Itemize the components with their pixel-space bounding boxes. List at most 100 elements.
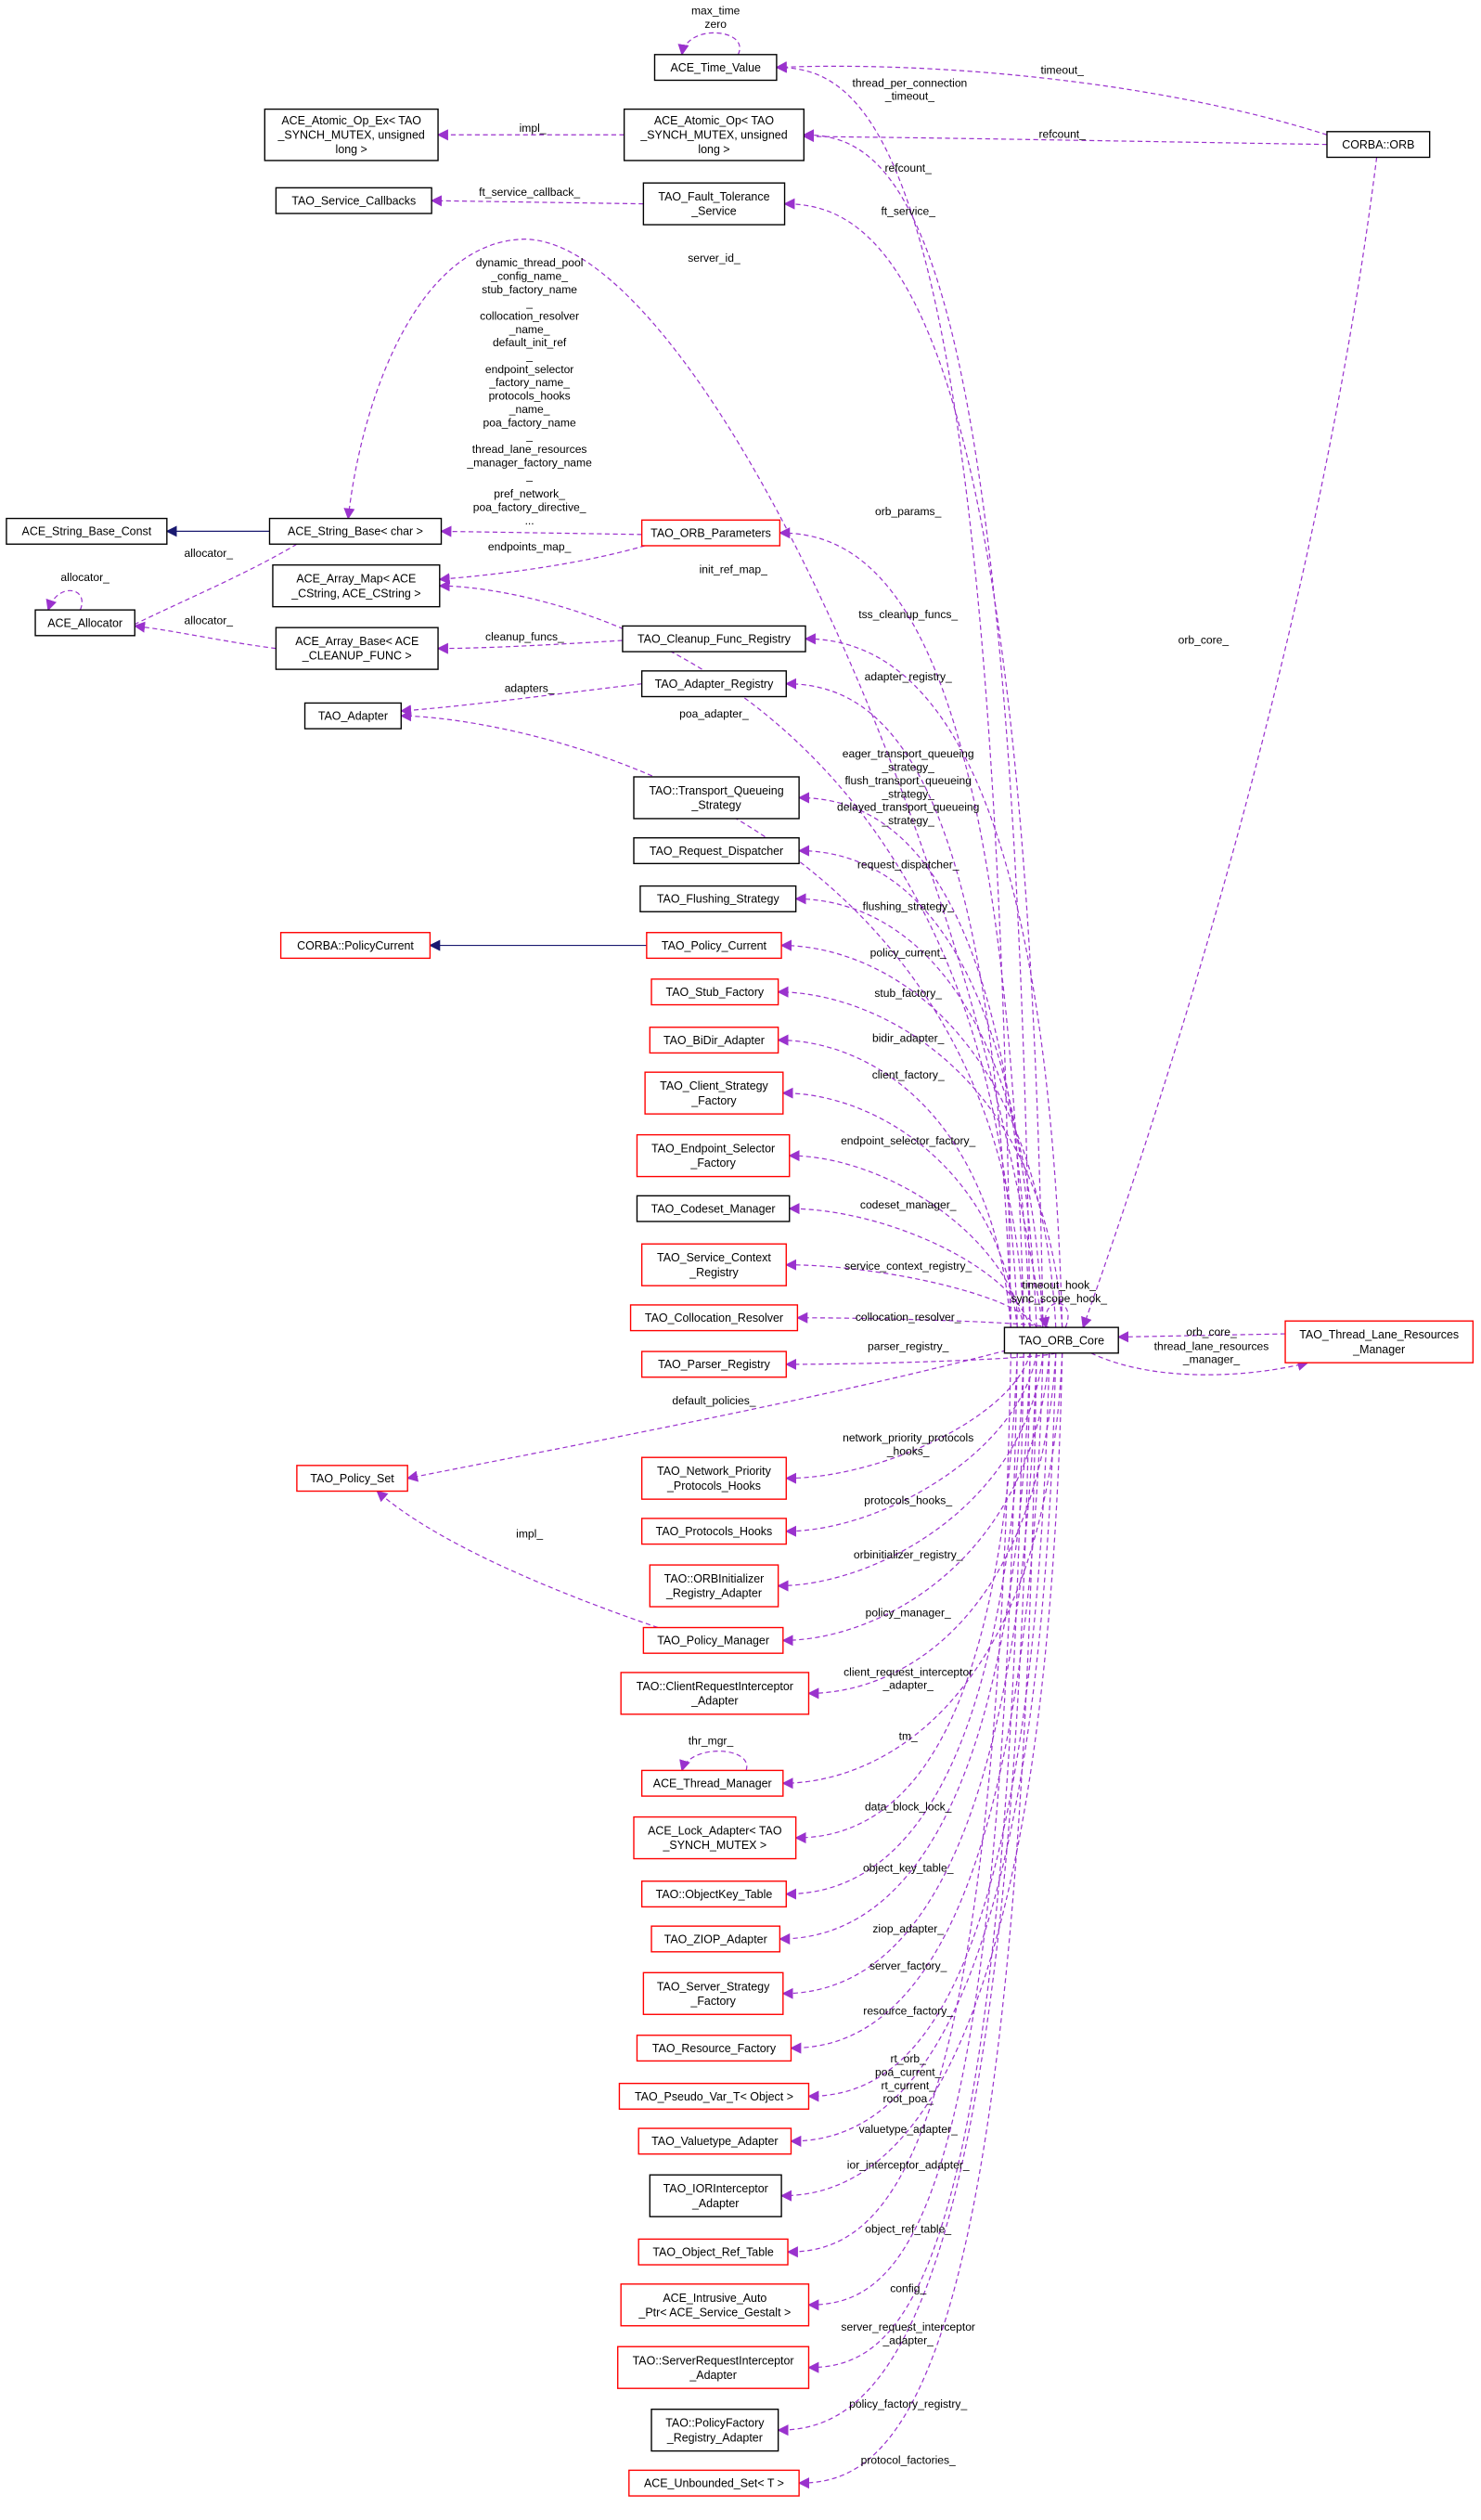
class-box[interactable] — [636, 2035, 792, 2062]
class-node-sb[interactable]: ACE_String_Base< char > — [268, 517, 443, 545]
class-box[interactable] — [637, 2238, 789, 2266]
class-box[interactable] — [633, 1816, 797, 1860]
class-box[interactable] — [637, 2127, 792, 2155]
class-node-ia[interactable]: ACE_Intrusive_Auto_Ptr< ACE_Service_Gest… — [620, 2283, 810, 2327]
class-box[interactable] — [617, 2346, 810, 2389]
class-node-us[interactable]: ACE_Unbounded_Set< T > — [628, 2469, 800, 2497]
class-box[interactable] — [622, 625, 806, 653]
class-box[interactable] — [650, 1925, 781, 1953]
class-box[interactable] — [275, 187, 432, 214]
class-box[interactable] — [629, 1304, 799, 1332]
class-box[interactable] — [620, 2283, 810, 2327]
class-node-zi[interactable]: TAO_ZIOP_Adapter — [650, 1925, 781, 1953]
class-box[interactable] — [633, 837, 800, 865]
class-box[interactable] — [640, 670, 787, 698]
class-box[interactable] — [636, 1133, 791, 1178]
class-node-aoex[interactable]: ACE_Atomic_Op_Ex< TAO _SYNCH_MUTEX, unsig… — [264, 108, 439, 162]
class-node-fs[interactable]: TAO_Flushing_Strategy — [639, 885, 797, 912]
class-node-bd[interactable]: TAO_BiDir_Adapter — [649, 1027, 779, 1054]
class-box[interactable] — [272, 564, 441, 608]
class-box[interactable] — [264, 108, 439, 162]
class-node-sc[interactable]: TAO_Service_Callbacks — [275, 187, 432, 214]
class-node-np[interactable]: TAO_Network_Priority _Protocols_Hooks — [640, 1456, 787, 1500]
class-node-tm[interactable]: ACE_Thread_Manager — [640, 1769, 784, 1797]
class-node-va[interactable]: TAO_Valuetype_Adapter — [637, 2127, 792, 2155]
class-box[interactable] — [633, 776, 800, 820]
class-box[interactable] — [644, 1071, 784, 1115]
class-node-sf[interactable]: TAO_Stub_Factory — [650, 978, 779, 1006]
class-box[interactable] — [620, 1672, 810, 1715]
class-node-ar[interactable]: TAO_Adapter_Registry — [640, 670, 787, 698]
class-box[interactable] — [640, 1243, 787, 1286]
class-box[interactable] — [275, 627, 439, 670]
class-node-op[interactable]: TAO_ORB_Parameters — [640, 519, 781, 547]
class-box[interactable] — [1284, 1320, 1475, 1363]
class-node-cpc[interactable]: CORBA::PolicyCurrent — [279, 932, 431, 960]
class-node-col[interactable]: TAO_Collocation_Resolver — [629, 1304, 799, 1332]
class-node-al[interactable]: ACE_Allocator — [34, 609, 135, 637]
class-node-ab[interactable]: ACE_Array_Base< ACE _CLEANUP_FUNC > — [275, 627, 439, 670]
class-box[interactable] — [646, 932, 782, 960]
class-box[interactable] — [636, 1195, 791, 1222]
class-node-pc[interactable]: TAO_Policy_Current — [646, 932, 782, 960]
class-node-tv[interactable]: ACE_Time_Value — [653, 54, 778, 82]
class-box[interactable] — [1326, 131, 1431, 159]
class-box[interactable] — [303, 702, 402, 730]
class-box[interactable] — [268, 517, 443, 545]
class-box[interactable] — [1003, 1326, 1119, 1354]
class-node-cri[interactable]: TAO::ClientRequestInterceptor_Adapter — [620, 1672, 810, 1715]
class-node-ao[interactable]: ACE_Atomic_Op< TAO _SYNCH_MUTEX, unsigned… — [623, 108, 805, 162]
class-node-la[interactable]: ACE_Lock_Adapter< TAO_SYNCH_MUTEX > — [633, 1816, 797, 1860]
class-box[interactable] — [618, 2082, 810, 2110]
class-node-core[interactable]: TAO_ORB_Core — [1003, 1326, 1119, 1354]
class-node-es[interactable]: TAO_Endpoint_Selector_Factory — [636, 1133, 791, 1178]
class-box[interactable] — [623, 108, 805, 162]
class-node-ps[interactable]: TAO_Policy_Set — [296, 1465, 408, 1493]
class-node-ft[interactable]: TAO_Fault_Tolerance _Service — [642, 182, 786, 226]
class-box[interactable] — [642, 1971, 784, 2015]
class-node-ior[interactable]: TAO_IORInterceptor _Adapter — [649, 2174, 782, 2217]
class-box[interactable] — [628, 2469, 800, 2497]
class-node-cr[interactable]: TAO_Cleanup_Func_Registry — [622, 625, 806, 653]
class-box[interactable] — [650, 2408, 779, 2452]
class-box[interactable] — [640, 1350, 787, 1378]
class-node-sri[interactable]: TAO::ServerRequestInterceptor_Adapter — [617, 2346, 810, 2389]
class-box[interactable] — [6, 517, 168, 545]
class-box[interactable] — [649, 2174, 782, 2217]
class-node-pv[interactable]: TAO_Pseudo_Var_T< Object > — [618, 2082, 810, 2110]
class-node-pr[interactable]: TAO_Parser_Registry — [640, 1350, 787, 1378]
class-node-ph[interactable]: TAO_Protocols_Hooks — [640, 1518, 787, 1545]
class-node-ort[interactable]: TAO_Object_Ref_Table — [637, 2238, 789, 2266]
class-box[interactable] — [279, 932, 431, 960]
class-node-cm[interactable]: TAO_Codeset_Manager — [636, 1195, 791, 1222]
class-box[interactable] — [640, 1769, 784, 1797]
class-box[interactable] — [639, 885, 797, 912]
class-box[interactable] — [642, 182, 786, 226]
class-box[interactable] — [34, 609, 135, 637]
class-node-oi[interactable]: TAO::ORBInitializer_Registry_Adapter — [649, 1564, 779, 1608]
class-node-ok[interactable]: TAO::ObjectKey_Table — [640, 1880, 787, 1908]
class-node-am[interactable]: ACE_Array_Map< ACE_CString, ACE_CString … — [272, 564, 441, 608]
class-box[interactable] — [653, 54, 778, 82]
class-box[interactable] — [650, 978, 779, 1006]
class-box[interactable] — [640, 519, 781, 547]
class-box[interactable] — [649, 1564, 779, 1608]
class-node-rf[interactable]: TAO_Resource_Factory — [636, 2035, 792, 2062]
class-node-ad[interactable]: TAO_Adapter — [303, 702, 402, 730]
class-node-pf[interactable]: TAO::PolicyFactory_Registry_Adapter — [650, 2408, 779, 2452]
class-node-orb[interactable]: CORBA::ORB — [1326, 131, 1431, 159]
class-node-rd[interactable]: TAO_Request_Dispatcher — [633, 837, 800, 865]
class-box[interactable] — [296, 1465, 408, 1493]
class-box[interactable] — [640, 1880, 787, 1908]
class-node-pm[interactable]: TAO_Policy_Manager — [642, 1626, 784, 1654]
class-box[interactable] — [640, 1456, 787, 1500]
class-box[interactable] — [649, 1027, 779, 1054]
class-box[interactable] — [642, 1626, 784, 1654]
class-node-ss[interactable]: TAO_Server_Strategy _Factory — [642, 1971, 784, 2015]
class-box[interactable] — [640, 1518, 787, 1545]
class-node-sbc[interactable]: ACE_String_Base_Const — [6, 517, 168, 545]
class-node-cs[interactable]: TAO_Client_Strategy _Factory — [644, 1071, 784, 1115]
class-node-tlr[interactable]: TAO_Thread_Lane_Resources _Manager — [1284, 1320, 1475, 1363]
class-node-tq[interactable]: TAO::Transport_Queueing_Strategy — [633, 776, 800, 820]
class-node-scr[interactable]: TAO_Service_Context _Registry — [640, 1243, 787, 1286]
